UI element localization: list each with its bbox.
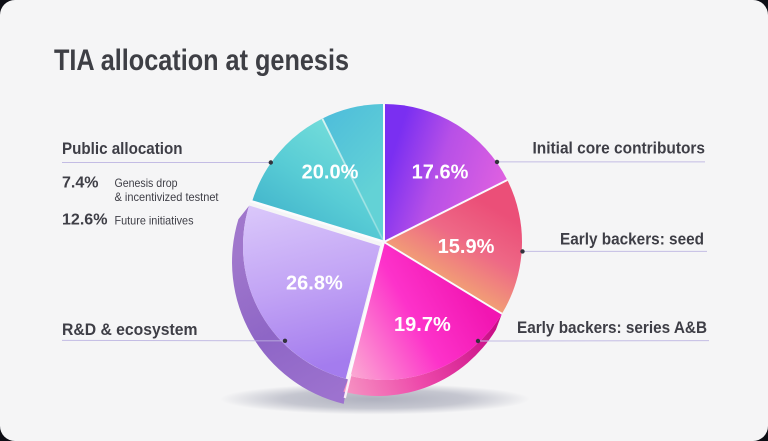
svg-text:TIA allocation at genesis: TIA allocation at genesis bbox=[54, 44, 349, 77]
svg-text:15.9%: 15.9% bbox=[438, 236, 495, 258]
svg-text:Future initiatives: Future initiatives bbox=[115, 213, 194, 227]
svg-text:17.6%: 17.6% bbox=[412, 161, 469, 183]
svg-text:7.4%: 7.4% bbox=[62, 174, 99, 191]
svg-text:& incentivized testnet: & incentivized testnet bbox=[115, 190, 220, 204]
svg-text:20.0%: 20.0% bbox=[302, 162, 359, 184]
svg-text:Early backers: seed: Early backers: seed bbox=[560, 230, 704, 248]
svg-text:26.8%: 26.8% bbox=[286, 273, 343, 295]
svg-text:Public allocation: Public allocation bbox=[62, 140, 183, 158]
svg-text:19.7%: 19.7% bbox=[394, 314, 451, 336]
svg-text:R&D & ecosystem: R&D & ecosystem bbox=[62, 321, 198, 339]
svg-text:Early backers: series A&B: Early backers: series A&B bbox=[517, 319, 707, 337]
svg-text:12.6%: 12.6% bbox=[62, 212, 108, 229]
svg-text:Genesis drop: Genesis drop bbox=[115, 176, 178, 190]
svg-text:Initial core contributors: Initial core contributors bbox=[533, 139, 706, 157]
